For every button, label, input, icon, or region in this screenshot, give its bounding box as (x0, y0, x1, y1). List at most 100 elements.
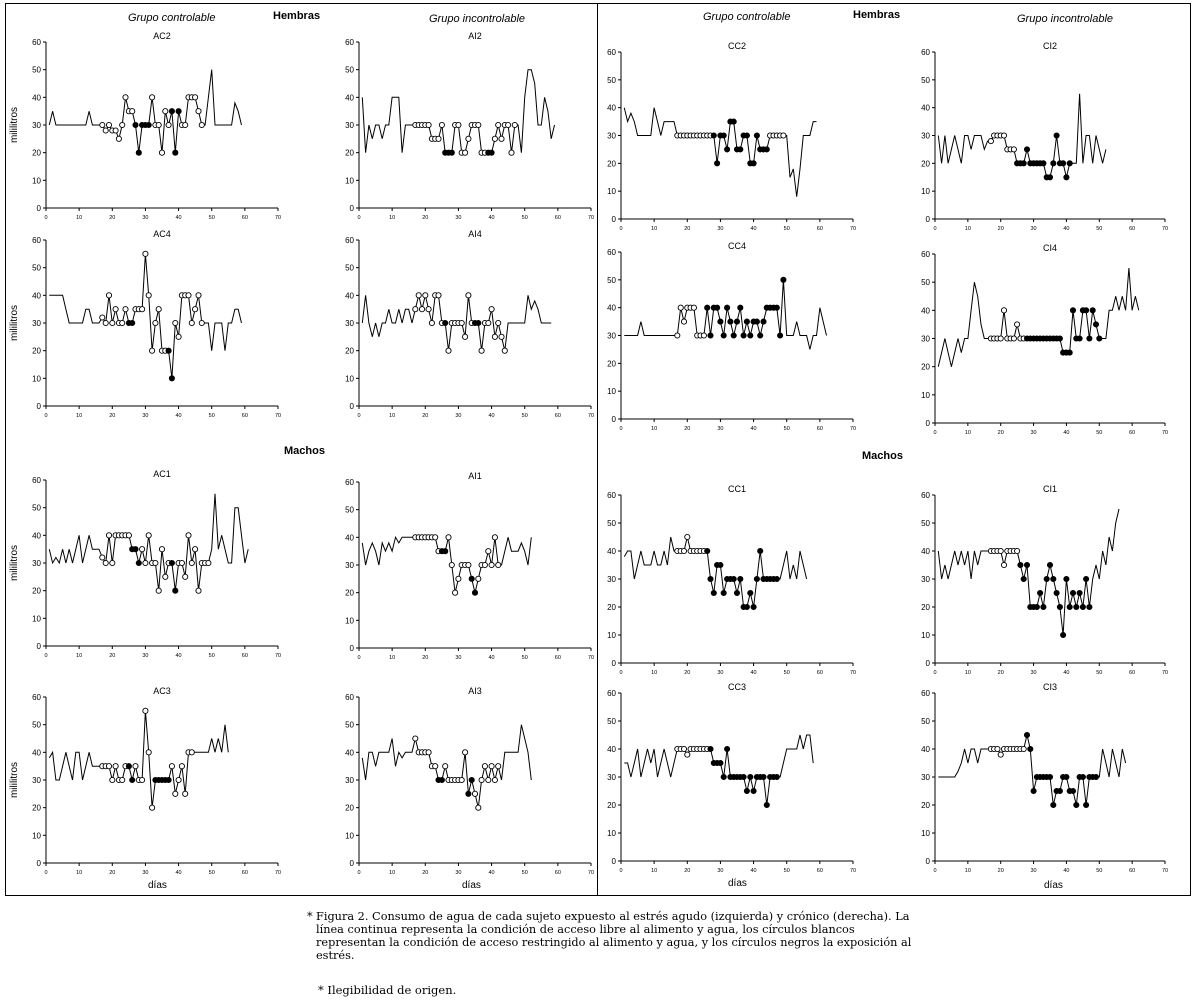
point-restricted (188, 319, 195, 327)
y-tick-label: 50 (607, 519, 616, 528)
point-restricted (412, 735, 419, 742)
x-tick-label: 50 (784, 868, 790, 874)
y-tick-label: 40 (345, 291, 354, 300)
chart-AC3: 0 10 20 30 40 50 60 0 10 20 30 40 50 60 70 AC3 mililitro… (9, 686, 281, 876)
y-tick-label: 60 (345, 38, 354, 47)
point-stress (724, 146, 731, 153)
series-line (361, 69, 555, 154)
x-tick-label: 10 (651, 868, 657, 874)
point-stress (1056, 787, 1063, 795)
point-restricted (674, 332, 681, 339)
caption-text: Figura 2. Consumo de agua de cada sujeto… (316, 910, 912, 962)
y-tick-label: 10 (607, 829, 616, 838)
x-tick-label: 20 (109, 413, 115, 419)
y-tick-label: 10 (345, 831, 354, 840)
x-tick-label: 60 (817, 670, 823, 676)
x-tick-label: 50 (209, 870, 215, 876)
series-line (49, 253, 242, 379)
y-tick-label: 10 (345, 616, 354, 625)
point-restricted (495, 319, 502, 327)
point-restricted (987, 138, 994, 145)
x-tick-label: 10 (76, 215, 82, 221)
point-restricted (112, 306, 119, 313)
point-restricted (465, 561, 472, 569)
x-tick-label: 50 (522, 413, 528, 419)
y-tick-label: 20 (345, 804, 354, 813)
x-tick-label: 30 (717, 868, 723, 874)
point-restricted (997, 547, 1004, 555)
point-stress (777, 332, 784, 339)
point-restricted (195, 292, 202, 299)
point-restricted (435, 135, 442, 142)
point-restricted (162, 108, 169, 115)
point-stress (442, 548, 449, 555)
point-restricted (182, 573, 189, 580)
y-tick-label: 40 (345, 533, 354, 542)
x-tick-label: 30 (1031, 868, 1037, 874)
x-tick-label: 60 (817, 426, 823, 432)
point-stress (720, 332, 727, 339)
y-tick-label: 50 (607, 76, 616, 85)
x-tick-label: 20 (684, 226, 690, 232)
point-restricted (684, 533, 691, 541)
point-stress (1083, 801, 1090, 809)
figure-frame (5, 3, 1191, 896)
point-restricted (680, 318, 688, 325)
point-restricted (205, 559, 212, 567)
point-stress (1043, 575, 1050, 583)
header-acute-uncontrollable: Grupo incontrolable (429, 13, 526, 25)
point-restricted (452, 589, 459, 596)
point-stress (1020, 575, 1027, 583)
y-tick-label: 60 (32, 693, 41, 702)
x-tick-label: 40 (489, 413, 495, 419)
point-restricted (112, 127, 119, 134)
point-restricted (465, 292, 472, 299)
x-tick-label: 60 (555, 413, 561, 419)
point-restricted (182, 790, 189, 797)
x-tick-label: 60 (555, 655, 561, 661)
point-restricted (1014, 321, 1021, 328)
point-stress (724, 304, 731, 311)
x-tick-label: 70 (850, 426, 856, 432)
chart-CC2: 0 10 20 30 40 50 60 0 10 20 30 40 50 60 70 CC2 (607, 41, 856, 232)
point-stress (773, 575, 780, 583)
point-restricted (432, 763, 439, 770)
x-tick-label: 10 (965, 226, 971, 232)
header-chronic-hembras: Hembras (853, 9, 901, 21)
point-stress (780, 276, 787, 283)
y-tick-label: 10 (345, 176, 354, 185)
point-stress (720, 589, 727, 597)
chart-title: CI1 (1043, 484, 1057, 494)
y-tick-label: 50 (32, 66, 41, 75)
point-restricted (155, 306, 162, 313)
y-tick-label: 30 (345, 121, 354, 130)
point-restricted (192, 94, 199, 101)
point-restricted (700, 332, 707, 339)
point-stress (1073, 603, 1080, 611)
point-restricted (172, 319, 179, 327)
point-restricted (465, 135, 472, 142)
point-restricted (158, 149, 166, 156)
point-restricted (432, 534, 439, 541)
x-tick-label: 0 (619, 670, 622, 676)
chart-title: CC2 (728, 41, 746, 51)
chart-CI3: 0 10 20 30 40 50 60 0 10 20 30 40 50 60 70 CI3 (921, 682, 1168, 874)
point-restricted (438, 121, 445, 129)
point-stress (704, 304, 711, 311)
y-tick-label: 20 (607, 801, 616, 810)
point-restricted (125, 532, 132, 539)
y-tick-label: 20 (921, 363, 930, 372)
point-restricted (495, 121, 502, 129)
point-stress (1020, 160, 1027, 167)
point-stress (1040, 160, 1047, 167)
x-tick-label: 30 (717, 226, 723, 232)
point-stress (1056, 335, 1063, 342)
point-restricted (155, 121, 162, 129)
x-tick-label: 60 (242, 413, 248, 419)
chart-AI1: 0 10 20 30 40 50 60 0 10 20 30 40 50 60 70 AI1 (345, 471, 594, 661)
y-tick-label: 60 (607, 491, 616, 500)
y-tick-label: 20 (921, 801, 930, 810)
x-tick-label: 0 (933, 430, 936, 436)
y-tick-label: 0 (926, 857, 931, 866)
y-tick-label: 10 (345, 374, 354, 383)
